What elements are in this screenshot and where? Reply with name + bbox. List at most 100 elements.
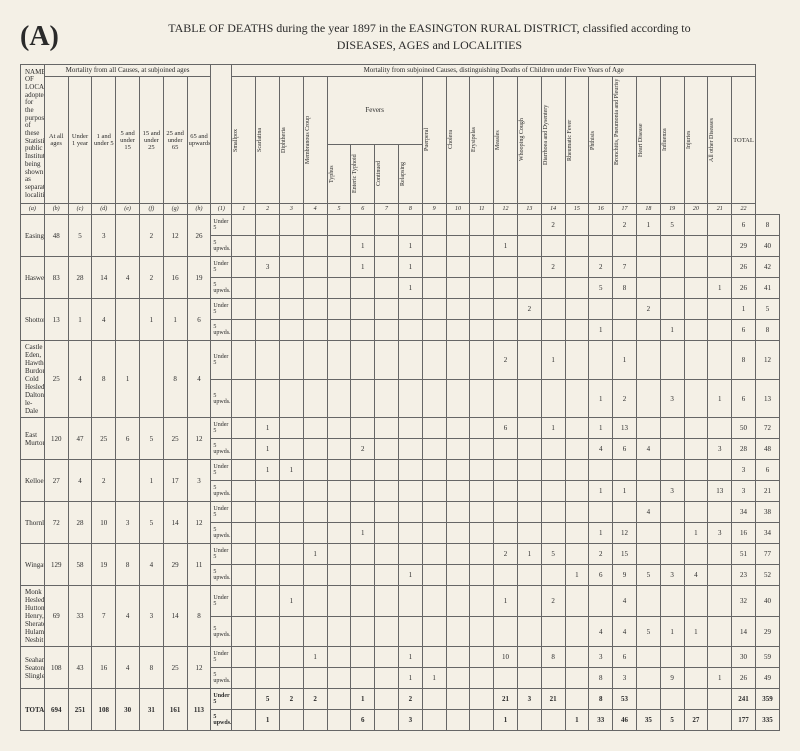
data-cell: 6 — [613, 647, 637, 668]
col-65-up: 65 and upwards — [187, 77, 211, 204]
age-cell: 12 — [163, 215, 187, 257]
data-cell — [232, 481, 256, 502]
col-num-10: 10 — [446, 204, 470, 215]
data-cell — [660, 523, 684, 544]
data-cell: 1 — [613, 341, 637, 380]
data-cell — [303, 320, 327, 341]
data-cell — [660, 257, 684, 278]
data-cell — [541, 379, 565, 418]
upwds-label: 5 upwds. — [211, 439, 232, 460]
data-cell — [351, 379, 375, 418]
data-cell — [446, 236, 470, 257]
data-cell — [422, 299, 446, 320]
data-cell — [422, 320, 446, 341]
data-cell: 1 — [589, 523, 613, 544]
data-cell — [660, 502, 684, 523]
data-cell — [684, 460, 708, 481]
age-cell: 3 — [187, 460, 211, 502]
data-cell — [303, 418, 327, 439]
age-cell: 3 — [92, 215, 116, 257]
data-cell — [684, 439, 708, 460]
data-cell — [565, 299, 589, 320]
data-cell — [398, 481, 422, 502]
data-cell — [279, 379, 303, 418]
data-cell — [398, 586, 422, 617]
data-cell — [541, 616, 565, 647]
data-cell — [351, 320, 375, 341]
data-cell — [708, 341, 732, 380]
data-cell: 1 — [398, 278, 422, 299]
data-cell — [660, 586, 684, 617]
data-cell: 4 — [589, 616, 613, 647]
data-cell — [589, 215, 613, 236]
data-cell — [232, 647, 256, 668]
data-cell — [256, 236, 280, 257]
data-cell — [684, 215, 708, 236]
age-cell: 1 — [163, 299, 187, 341]
data-cell: 5 — [256, 689, 280, 710]
data-cell — [470, 257, 494, 278]
data-cell: 77 — [755, 544, 779, 565]
data-cell — [565, 236, 589, 257]
data-cell — [279, 481, 303, 502]
upwds-label: 5 upwds. — [211, 710, 232, 731]
data-cell: 8 — [732, 341, 756, 380]
disease-scarlatina: Scarlatina — [257, 113, 264, 167]
data-cell — [303, 341, 327, 380]
data-cell: 1 — [256, 439, 280, 460]
age-cell: 5 — [68, 215, 92, 257]
data-cell — [517, 523, 541, 544]
data-cell: 1 — [732, 299, 756, 320]
data-cell — [708, 215, 732, 236]
data-cell — [398, 616, 422, 647]
data-cell — [517, 502, 541, 523]
data-cell — [708, 299, 732, 320]
table-body: Easington485321226Under 52215685 upwds.1… — [21, 215, 780, 731]
data-cell — [279, 565, 303, 586]
age-cell: 1 — [139, 299, 163, 341]
data-cell: 8 — [755, 215, 779, 236]
data-cell: 2 — [494, 544, 518, 565]
data-cell — [375, 668, 399, 689]
data-cell — [303, 299, 327, 320]
data-cell — [279, 215, 303, 236]
data-cell: 8 — [589, 689, 613, 710]
data-cell: 50 — [732, 418, 756, 439]
data-cell: 3 — [732, 460, 756, 481]
data-cell: 4 — [684, 565, 708, 586]
data-cell: 3 — [660, 379, 684, 418]
data-cell: 3 — [660, 481, 684, 502]
age-cell: 4 — [68, 460, 92, 502]
data-cell: 35 — [636, 710, 660, 731]
col-1-5: 1 and under 5 — [92, 77, 116, 204]
data-cell — [375, 341, 399, 380]
data-cell — [636, 481, 660, 502]
data-cell — [422, 379, 446, 418]
under5-label: Under 5 — [211, 647, 232, 668]
data-cell — [446, 341, 470, 380]
data-cell — [684, 418, 708, 439]
data-cell — [494, 299, 518, 320]
disease-heart: Heart Disease — [638, 113, 645, 167]
data-cell — [446, 565, 470, 586]
data-cell: 1 — [708, 278, 732, 299]
age-cell: 129 — [44, 544, 68, 586]
data-cell: 8 — [613, 278, 637, 299]
data-cell — [351, 544, 375, 565]
data-cell — [303, 523, 327, 544]
data-cell: 21 — [541, 689, 565, 710]
data-cell — [422, 689, 446, 710]
age-cell: 72 — [44, 502, 68, 544]
data-cell — [303, 439, 327, 460]
data-cell — [636, 460, 660, 481]
col-atall: At all ages — [44, 77, 68, 204]
data-cell — [446, 257, 470, 278]
col-num-12: 12 — [494, 204, 518, 215]
data-cell — [375, 586, 399, 617]
data-cell — [375, 418, 399, 439]
data-cell: 1 — [660, 320, 684, 341]
data-cell — [279, 299, 303, 320]
data-cell — [398, 320, 422, 341]
col-num-15: 15 — [565, 204, 589, 215]
data-cell — [636, 668, 660, 689]
